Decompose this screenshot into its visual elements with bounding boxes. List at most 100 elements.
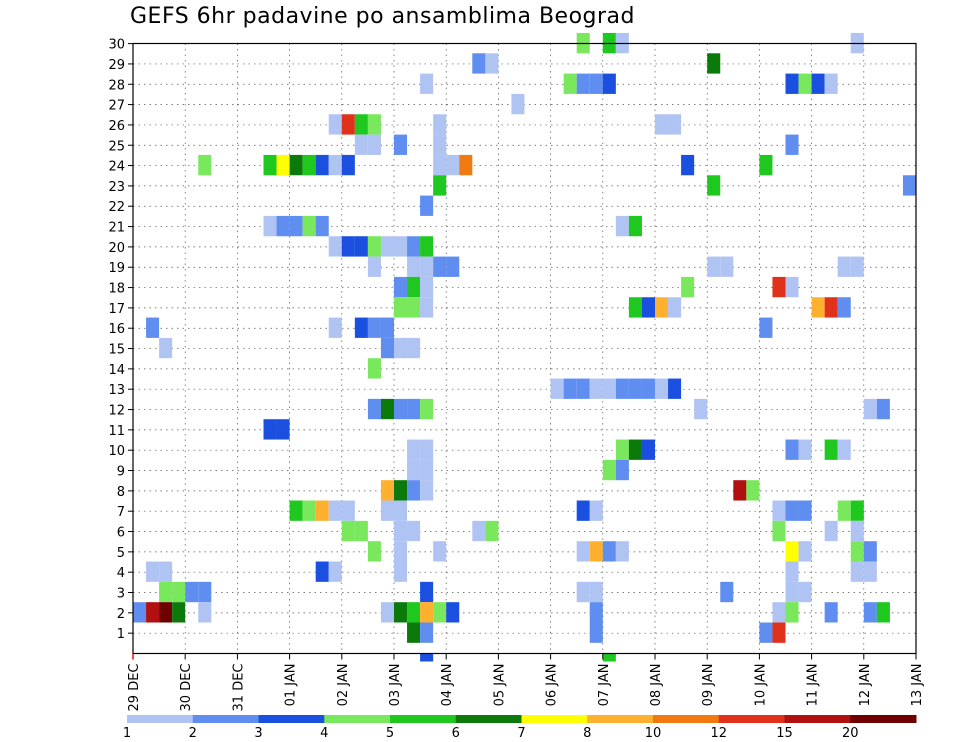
data-cell	[341, 520, 355, 542]
data-cell	[263, 215, 277, 237]
data-cell	[354, 236, 368, 257]
y-tick-label: 4	[117, 566, 125, 581]
data-cell	[876, 602, 890, 623]
data-cell	[641, 297, 655, 318]
data-cell	[485, 520, 499, 542]
data-cell	[694, 398, 708, 420]
data-cell	[407, 520, 421, 542]
data-cell	[681, 276, 695, 298]
data-cell	[407, 459, 421, 481]
data-cell	[420, 622, 434, 643]
data-cell	[576, 500, 590, 521]
data-cell	[367, 358, 381, 379]
x-tick-label: 03 JAN	[388, 664, 403, 707]
data-cell	[837, 500, 851, 521]
x-tick-label: 30 DEC	[179, 664, 194, 712]
data-cell	[420, 398, 434, 420]
data-cell	[263, 419, 277, 440]
data-cells	[133, 32, 916, 662]
y-tick-label: 5	[117, 546, 125, 561]
data-cell	[681, 154, 695, 176]
data-cell	[420, 439, 434, 460]
y-tick-label: 16	[108, 322, 125, 337]
y-tick-label: 15	[108, 343, 125, 358]
y-tick-label: 30	[108, 38, 125, 53]
data-cell	[341, 500, 355, 521]
data-cell	[824, 73, 838, 94]
data-cell	[276, 215, 290, 237]
y-tick-label: 12	[108, 404, 125, 419]
data-cell	[772, 520, 786, 542]
data-cell	[615, 378, 629, 399]
data-cell	[328, 114, 342, 135]
data-cell	[798, 581, 812, 603]
data-cell	[746, 480, 760, 501]
x-axis: 29 DEC 30 DEC 31 DEC 01 JAN 02 JAN 03 JAN 04 J…	[127, 653, 925, 712]
y-tick-label: 7	[117, 505, 125, 520]
data-cell	[159, 581, 173, 603]
data-cell	[602, 541, 616, 562]
x-tick-label: 01 JAN	[284, 664, 299, 707]
data-cell	[824, 297, 838, 318]
colorbar-swatch	[718, 715, 785, 723]
data-cell	[394, 541, 408, 562]
data-cell	[341, 154, 355, 176]
data-cell	[785, 439, 799, 460]
data-cell	[394, 602, 408, 623]
data-cell	[367, 134, 381, 155]
data-cell	[811, 73, 825, 94]
data-cell	[785, 500, 799, 521]
data-cell	[589, 541, 603, 562]
x-tick-label: 12 JAN	[858, 664, 873, 707]
data-cell	[759, 154, 773, 176]
data-cell	[276, 154, 290, 176]
data-cell	[850, 500, 864, 521]
x-tick-label: 11 JAN	[806, 664, 821, 707]
data-cell	[315, 500, 329, 521]
data-cell	[863, 561, 877, 582]
data-cell	[146, 602, 160, 623]
colorbar-label: 8	[583, 726, 591, 741]
data-cell	[785, 541, 799, 562]
data-cell	[850, 520, 864, 542]
data-cell	[367, 256, 381, 277]
data-cell	[420, 276, 434, 298]
data-cell	[433, 602, 447, 623]
data-cell	[641, 439, 655, 460]
data-cell	[876, 398, 890, 420]
data-cell	[380, 398, 394, 420]
data-cell	[380, 480, 394, 501]
y-tick-label: 6	[117, 526, 125, 541]
data-cell	[420, 602, 434, 623]
data-cell	[798, 439, 812, 460]
data-cell	[289, 154, 303, 176]
colorbar-label: 1	[123, 726, 131, 741]
data-cell	[380, 236, 394, 257]
y-tick-label: 3	[117, 587, 125, 602]
data-cell	[707, 256, 721, 277]
colorbar: 1 2 3 4 5 6 7 8 10 12 15 20	[123, 715, 917, 741]
data-cell	[159, 602, 173, 623]
colorbar-swatch	[192, 715, 259, 723]
y-tick-label: 1	[117, 627, 125, 642]
data-cell	[407, 622, 421, 643]
y-tick-label: 10	[108, 444, 125, 459]
y-tick-label: 18	[108, 282, 125, 297]
data-cell	[394, 297, 408, 318]
data-cell	[615, 439, 629, 460]
data-cell	[863, 602, 877, 623]
data-cell	[837, 256, 851, 277]
data-cell	[172, 602, 186, 623]
x-tick-label: 07 JAN	[597, 664, 612, 707]
data-cell	[394, 398, 408, 420]
data-cell	[563, 73, 577, 94]
data-cell	[315, 215, 329, 237]
x-tick-label: 04 JAN	[440, 664, 455, 707]
y-tick-label: 8	[117, 485, 125, 500]
data-cell	[289, 500, 303, 521]
data-cell	[407, 602, 421, 623]
y-tick-label: 9	[117, 465, 125, 480]
data-cell	[589, 73, 603, 94]
data-cell	[394, 337, 408, 359]
y-tick-label: 23	[108, 180, 125, 195]
